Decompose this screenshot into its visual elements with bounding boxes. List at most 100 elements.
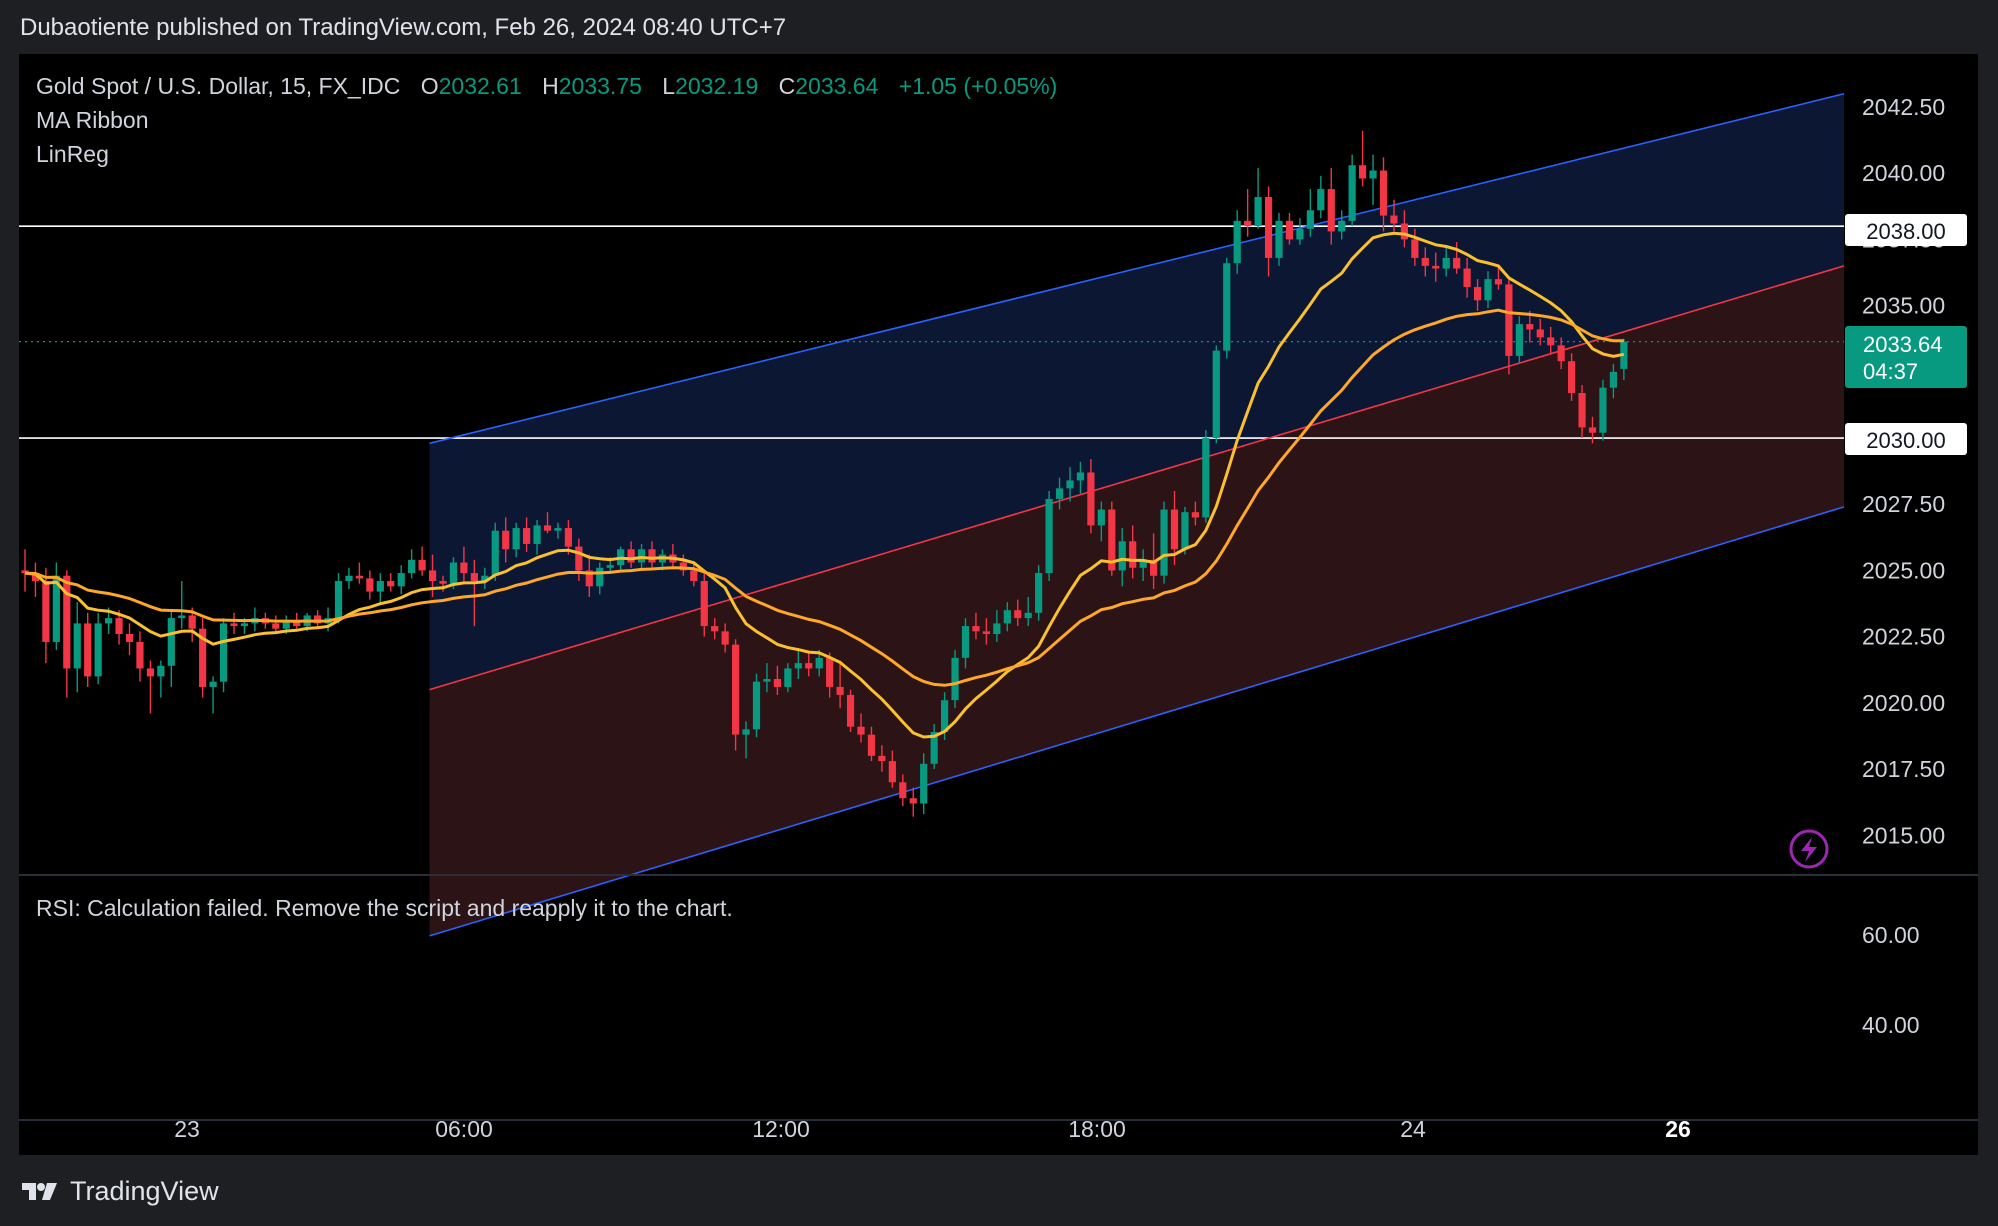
candle[interactable]	[470, 559, 478, 627]
candle[interactable]	[742, 721, 750, 759]
chart-svg[interactable]: Gold Spot / U.S. Dollar, 15, FX_IDC O203…	[19, 54, 1978, 1155]
candle[interactable]	[1327, 167, 1335, 245]
price-axis[interactable]: 2042.502040.002037.502035.002027.502025.…	[1862, 94, 1945, 848]
candle[interactable]	[1108, 501, 1116, 576]
lightning-icon[interactable]	[1789, 829, 1829, 869]
candle[interactable]	[533, 520, 541, 555]
candle[interactable]	[1536, 318, 1544, 346]
candle[interactable]	[52, 562, 60, 650]
candle[interactable]	[1547, 326, 1555, 354]
candle[interactable]	[21, 549, 29, 592]
candle[interactable]	[136, 631, 144, 682]
candle[interactable]	[334, 573, 343, 624]
candle[interactable]	[1369, 154, 1377, 205]
candle[interactable]	[178, 581, 186, 629]
candle[interactable]	[94, 612, 102, 685]
candle[interactable]	[1568, 353, 1576, 401]
candle[interactable]	[711, 618, 719, 640]
candle[interactable]	[230, 612, 238, 634]
candle[interactable]	[167, 610, 175, 687]
candle[interactable]	[1379, 157, 1388, 232]
candle[interactable]	[1118, 528, 1126, 587]
candle[interactable]	[690, 562, 698, 587]
candle[interactable]	[1526, 310, 1534, 343]
candle[interactable]	[878, 745, 886, 772]
candle[interactable]	[920, 753, 928, 815]
candle[interactable]	[575, 538, 583, 582]
candle[interactable]	[73, 602, 81, 693]
candle[interactable]	[219, 618, 228, 693]
candle[interactable]	[627, 541, 635, 568]
candle[interactable]	[961, 618, 970, 669]
candle[interactable]	[460, 546, 468, 582]
candle[interactable]	[1024, 596, 1032, 627]
candle[interactable]	[1442, 247, 1450, 277]
candle[interactable]	[1390, 199, 1398, 232]
candle[interactable]	[157, 660, 165, 698]
candle[interactable]	[1473, 279, 1482, 311]
candle[interactable]	[1264, 186, 1273, 277]
candle[interactable]	[1578, 385, 1586, 439]
candle[interactable]	[554, 522, 562, 539]
candle[interactable]	[387, 573, 395, 592]
candle[interactable]	[1233, 210, 1241, 274]
candle[interactable]	[1035, 565, 1043, 621]
candle[interactable]	[1400, 210, 1408, 248]
candle[interactable]	[1087, 459, 1095, 534]
candle[interactable]	[1045, 490, 1053, 582]
candle[interactable]	[491, 522, 499, 582]
candle[interactable]	[1139, 549, 1147, 582]
candle[interactable]	[1359, 130, 1367, 187]
indicator-ma-ribbon[interactable]: MA Ribbon	[36, 107, 149, 133]
candle[interactable]	[1463, 257, 1471, 298]
candle[interactable]	[867, 726, 876, 762]
candle[interactable]	[543, 512, 552, 534]
candle[interactable]	[1557, 337, 1565, 370]
candle[interactable]	[1014, 599, 1022, 627]
candle[interactable]	[700, 573, 708, 637]
candle[interactable]	[1338, 210, 1346, 240]
candle[interactable]	[355, 562, 363, 584]
candle[interactable]	[1432, 252, 1440, 282]
candle[interactable]	[408, 549, 416, 579]
candle[interactable]	[773, 665, 781, 695]
candle[interactable]	[648, 541, 656, 568]
candle[interactable]	[1421, 247, 1429, 277]
candle[interactable]	[314, 610, 322, 629]
candle[interactable]	[31, 562, 40, 597]
candle[interactable]	[679, 554, 687, 576]
candle[interactable]	[826, 652, 834, 698]
candle[interactable]	[84, 612, 92, 687]
chart-area[interactable]: Gold Spot / U.S. Dollar, 15, FX_IDC O203…	[19, 54, 1978, 1155]
candle[interactable]	[345, 567, 353, 589]
candlesticks[interactable]	[21, 130, 1628, 817]
candle[interactable]	[721, 623, 729, 653]
candle[interactable]	[1202, 430, 1210, 523]
candle[interactable]	[1306, 189, 1314, 237]
candle[interactable]	[1055, 477, 1064, 510]
candle[interactable]	[125, 623, 134, 656]
legend-ohlc[interactable]: Gold Spot / U.S. Dollar, 15, FX_IDC O203…	[36, 73, 1057, 99]
candle[interactable]	[763, 663, 771, 693]
candle[interactable]	[1097, 501, 1105, 542]
candle[interactable]	[1599, 379, 1607, 441]
candle[interactable]	[951, 649, 959, 709]
candle[interactable]	[899, 774, 907, 807]
candle[interactable]	[397, 565, 405, 595]
candle[interactable]	[199, 618, 207, 698]
candle[interactable]	[784, 663, 792, 693]
candle[interactable]	[752, 673, 761, 738]
candle[interactable]	[502, 517, 510, 563]
candle[interactable]	[1160, 501, 1168, 584]
candle[interactable]	[1317, 175, 1325, 219]
candle[interactable]	[1191, 501, 1199, 526]
candle[interactable]	[1003, 602, 1011, 632]
candle[interactable]	[732, 639, 740, 751]
indicator-linreg[interactable]: LinReg	[36, 141, 109, 167]
candle[interactable]	[481, 567, 489, 589]
candle[interactable]	[1212, 345, 1220, 444]
candle[interactable]	[272, 615, 280, 634]
candle[interactable]	[366, 570, 374, 600]
candle[interactable]	[596, 562, 604, 595]
candle[interactable]	[1494, 265, 1503, 290]
